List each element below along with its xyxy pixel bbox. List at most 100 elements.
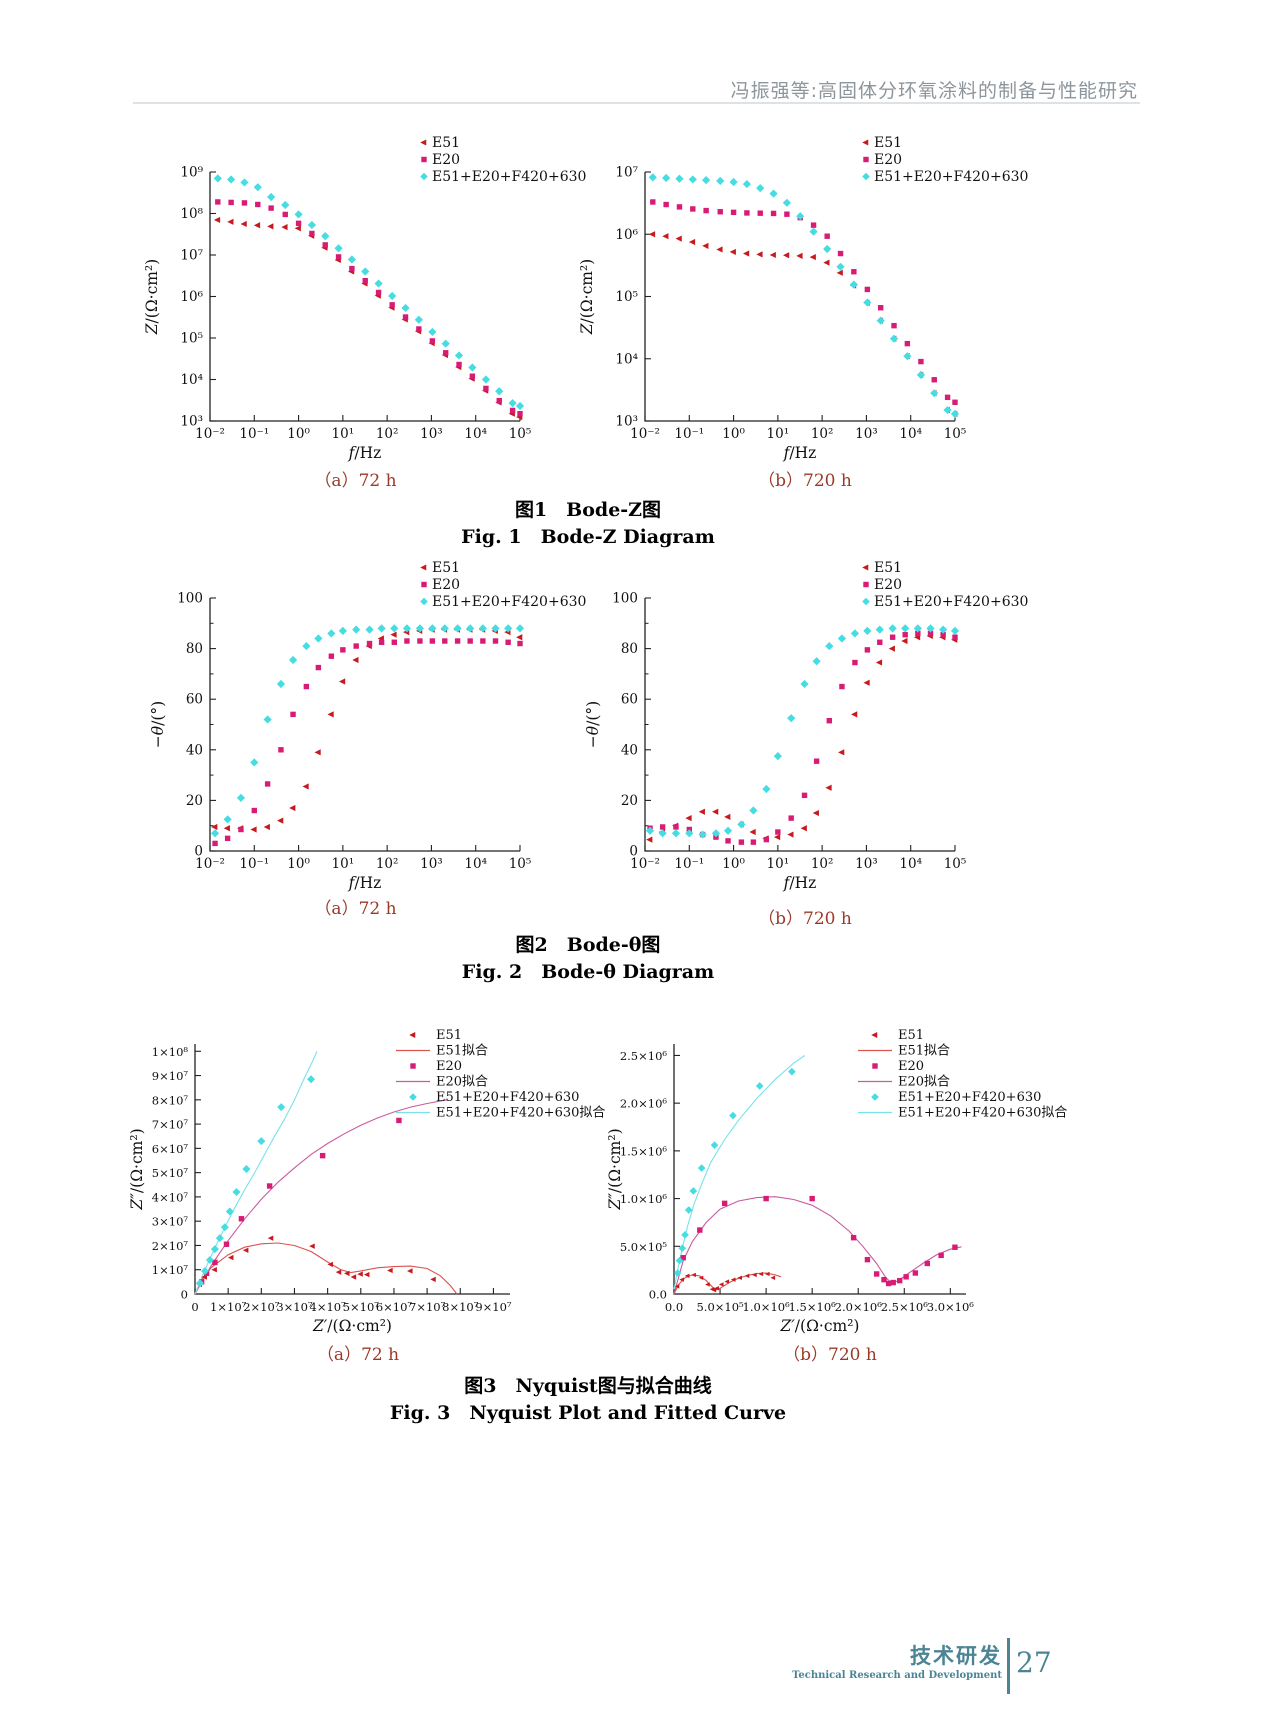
svg-text:5.0×10⁵: 5.0×10⁵ xyxy=(696,1300,744,1314)
svg-text:10⁴: 10⁴ xyxy=(464,426,487,442)
fig1-title-zh: 图1 Bode-Z图 xyxy=(514,499,662,521)
svg-text:4×10⁷: 4×10⁷ xyxy=(310,1300,347,1314)
svg-text:10⁴: 10⁴ xyxy=(899,856,922,872)
svg-text:E51: E51 xyxy=(432,560,460,576)
svg-text:80: 80 xyxy=(186,641,203,657)
svg-text:Z′/(Ω·cm²): Z′/(Ω·cm²) xyxy=(312,1317,392,1335)
bode-theta-chart-72h: 10⁻² 10⁻¹ 10⁰ 10¹ 10² 10³ 10⁴ 10⁵ 0 20 40 60 80 100 f/… xyxy=(149,560,586,892)
bode-z-chart-720h: 10⁻² 10⁻¹ 10⁰ 10¹ 10² 10³ 10⁴ 10⁵ 10³ 10⁴ 10⁵ 10⁶ 10… xyxy=(578,135,1028,462)
svg-text:10³: 10³ xyxy=(855,426,878,442)
svg-text:10²: 10² xyxy=(376,426,399,442)
svg-text:f/Hz: f/Hz xyxy=(783,874,817,892)
svg-text:E51: E51 xyxy=(436,1028,462,1043)
svg-text:Z/(Ω·cm²): Z/(Ω·cm²) xyxy=(143,259,161,335)
svg-text:7×10⁷: 7×10⁷ xyxy=(409,1300,446,1314)
svg-text:f/Hz: f/Hz xyxy=(348,444,382,462)
svg-text:10⁵: 10⁵ xyxy=(944,856,967,872)
svg-text:E20拟合: E20拟合 xyxy=(898,1075,950,1090)
svg-text:6×10⁷: 6×10⁷ xyxy=(152,1142,189,1156)
svg-text:1.0×10⁶: 1.0×10⁶ xyxy=(743,1300,791,1314)
svg-text:E51: E51 xyxy=(874,135,902,151)
svg-text:E51+E20+F420+630: E51+E20+F420+630 xyxy=(874,169,1028,185)
svg-text:10¹: 10¹ xyxy=(332,856,355,872)
svg-text:10⁻¹: 10⁻¹ xyxy=(674,426,704,442)
svg-text:10³: 10³ xyxy=(855,856,878,872)
svg-text:10⁻¹: 10⁻¹ xyxy=(674,856,704,872)
svg-text:E51拟合: E51拟合 xyxy=(898,1044,950,1059)
svg-text:1×10⁷: 1×10⁷ xyxy=(152,1263,189,1277)
svg-text:2.0×10⁶: 2.0×10⁶ xyxy=(620,1097,668,1111)
svg-text:7×10⁷: 7×10⁷ xyxy=(152,1118,189,1132)
svg-text:10⁻¹: 10⁻¹ xyxy=(239,426,269,442)
svg-text:10⁶: 10⁶ xyxy=(615,227,638,243)
fig1-title-en: Fig. 1 Bode-Z Diagram xyxy=(461,526,715,548)
svg-text:E51+E20+F420+630: E51+E20+F420+630 xyxy=(898,1090,1041,1105)
svg-text:9×10⁷: 9×10⁷ xyxy=(152,1069,189,1083)
svg-text:10³: 10³ xyxy=(420,426,443,442)
svg-text:10⁴: 10⁴ xyxy=(464,856,487,872)
svg-text:5.0×10⁵: 5.0×10⁵ xyxy=(620,1240,668,1254)
footer-section-zh: 技术研发 xyxy=(910,1644,1002,1668)
svg-text:1×10⁸: 1×10⁸ xyxy=(152,1045,189,1059)
svg-text:Z′/(Ω·cm²): Z′/(Ω·cm²) xyxy=(780,1317,860,1335)
svg-text:0.0: 0.0 xyxy=(665,1300,683,1314)
svg-text:E51+E20+F420+630拟合: E51+E20+F420+630拟合 xyxy=(898,1106,1067,1121)
svg-text:E20: E20 xyxy=(436,1059,462,1074)
svg-text:8×10⁷: 8×10⁷ xyxy=(152,1093,189,1107)
svg-text:2×10⁷: 2×10⁷ xyxy=(152,1239,189,1253)
svg-text:10¹: 10¹ xyxy=(767,426,790,442)
svg-text:10⁷: 10⁷ xyxy=(615,165,638,181)
fig2-title-en: Fig. 2 Bode-θ Diagram xyxy=(461,961,715,983)
svg-text:6×10⁷: 6×10⁷ xyxy=(376,1300,413,1314)
svg-text:E51+E20+F420+630: E51+E20+F420+630 xyxy=(432,169,586,185)
fig3-caption-b: （b）720 h xyxy=(783,1345,877,1365)
svg-text:10¹: 10¹ xyxy=(332,426,355,442)
svg-text:10⁴: 10⁴ xyxy=(180,372,203,388)
svg-text:E20拟合: E20拟合 xyxy=(436,1075,488,1090)
svg-text:E51+E20+F420+630拟合: E51+E20+F420+630拟合 xyxy=(436,1106,605,1121)
svg-text:80: 80 xyxy=(621,641,638,657)
svg-text:2×10⁷: 2×10⁷ xyxy=(243,1300,280,1314)
header-rule xyxy=(133,102,1140,104)
fig3-title-zh: 图3 Nyquist图与拟合曲线 xyxy=(464,1375,712,1397)
svg-text:1.0×10⁶: 1.0×10⁶ xyxy=(620,1192,668,1206)
fig3-title-en: Fig. 3 Nyquist Plot and Fitted Curve xyxy=(389,1402,787,1424)
footer-section-en: Technical Research and Development xyxy=(792,1670,1002,1681)
svg-text:10⁻²: 10⁻² xyxy=(195,426,225,442)
svg-text:10²: 10² xyxy=(376,856,399,872)
svg-text:10²: 10² xyxy=(811,426,834,442)
svg-text:10⁵: 10⁵ xyxy=(944,426,967,442)
svg-text:10⁵: 10⁵ xyxy=(509,426,532,442)
svg-text:0: 0 xyxy=(181,1288,188,1302)
svg-text:0: 0 xyxy=(629,844,638,860)
svg-text:E20: E20 xyxy=(432,152,460,168)
svg-text:E51: E51 xyxy=(874,560,902,576)
svg-text:10⁵: 10⁵ xyxy=(509,856,532,872)
svg-text:E51+E20+F420+630: E51+E20+F420+630 xyxy=(874,594,1028,610)
svg-text:9×10⁷: 9×10⁷ xyxy=(475,1300,512,1314)
svg-text:60: 60 xyxy=(186,692,203,708)
svg-text:E51: E51 xyxy=(898,1028,924,1043)
fig2-caption-b: （b）720 h xyxy=(758,909,852,929)
svg-text:10⁰: 10⁰ xyxy=(722,426,745,442)
svg-text:Z/(Ω·cm²): Z/(Ω·cm²) xyxy=(578,259,596,335)
svg-text:3×10⁷: 3×10⁷ xyxy=(152,1215,189,1229)
svg-text:E20: E20 xyxy=(432,577,460,593)
svg-text:0: 0 xyxy=(194,844,203,860)
svg-text:Z″/(Ω·cm²): Z″/(Ω·cm²) xyxy=(606,1128,624,1210)
svg-text:0: 0 xyxy=(191,1300,198,1314)
svg-text:10⁷: 10⁷ xyxy=(180,248,203,264)
svg-text:10⁰: 10⁰ xyxy=(287,426,310,442)
fig2-title-zh: 图2 Bode-θ图 xyxy=(515,934,661,956)
bode-z-chart-72h: 10⁻² 10⁻¹ 10⁰ 10¹ 10² 10³ 10⁴ 10⁵ 10³ 10⁴ 10⁵ 10⁶ 10… xyxy=(143,135,586,462)
nyquist-chart-720h: 0.0 5.0×10⁵1.0×10⁶1.5×10⁶2.0×10⁶2.5×10⁶3.… xyxy=(606,1028,1067,1335)
svg-text:5×10⁷: 5×10⁷ xyxy=(343,1300,380,1314)
svg-text:20: 20 xyxy=(186,793,203,809)
fig3-caption-a: （a）72 h xyxy=(316,1345,400,1365)
svg-text:20: 20 xyxy=(621,793,638,809)
svg-text:E20: E20 xyxy=(874,152,902,168)
svg-text:10²: 10² xyxy=(811,856,834,872)
svg-text:10³: 10³ xyxy=(420,856,443,872)
running-head: 冯振强等:高固体分环氧涂料的制备与性能研究 xyxy=(730,80,1138,102)
